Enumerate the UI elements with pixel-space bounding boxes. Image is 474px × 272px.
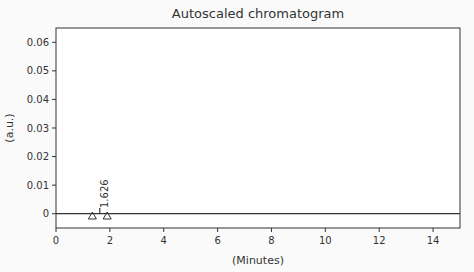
x-tick [433,228,434,232]
y-tick-label: 0.01 [27,180,49,191]
x-tick [217,228,218,232]
title: Autoscaled chromatogram [172,6,344,21]
y-tick-label: 0.04 [27,94,49,105]
y-tick [52,128,56,129]
x-tick [109,228,110,232]
x-tick-label: 4 [161,235,167,246]
x-tick-label: 14 [427,235,440,246]
y-tick-label: 0 [43,208,49,219]
y-tick [52,185,56,186]
triangle-marker [103,212,111,219]
x-tick [163,228,164,232]
y-tick [52,42,56,43]
plot-marks [56,208,460,219]
x-tick [325,228,326,232]
line-0 [56,213,460,214]
chart-svg: Autoscaled chromatogram 0 2 4 6 8 10 12 14 0 0.01 0… [0,0,474,272]
y-tick [52,156,56,157]
plot-frame [56,28,460,228]
y-tick [52,70,56,71]
y-tick-label: 0.03 [27,123,49,134]
x-tick-label: 2 [107,235,113,246]
plot-background [56,28,460,228]
x-tick-label: 6 [214,235,220,246]
y-tick [52,99,56,100]
triangle-marker [88,212,96,219]
x-tick-label: 0 [53,235,59,246]
x-tick-label: 12 [373,235,386,246]
x-axis-label: (Minutes) [232,254,284,267]
y-tick-label: 0.02 [27,151,49,162]
y-tick [52,213,56,214]
x-tick [379,228,380,232]
y-tick-label: 0.05 [27,65,49,76]
x-tick [56,228,57,232]
x-tick-label: 8 [268,235,274,246]
annotation: 1.626 [99,179,110,208]
y-tick-label: 0.06 [27,37,49,48]
x-tick-label: 10 [319,235,332,246]
y-axis-label: (a.u.) [3,113,16,142]
x-tick [271,228,272,232]
